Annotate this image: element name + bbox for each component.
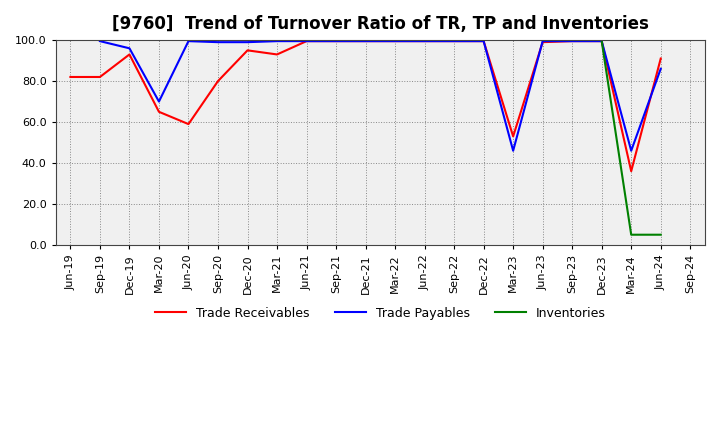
Trade Payables — [125, 46, 134, 51]
Trade Payables — [273, 38, 282, 44]
Line: Trade Receivables: Trade Receivables — [71, 41, 661, 171]
Trade Receivables — [214, 78, 222, 84]
Trade Payables — [568, 38, 577, 44]
Trade Receivables — [273, 52, 282, 57]
Trade Receivables — [361, 38, 370, 44]
Trade Receivables — [96, 74, 104, 80]
Trade Receivables — [184, 121, 193, 127]
Trade Receivables — [391, 38, 400, 44]
Trade Payables — [302, 38, 311, 44]
Trade Receivables — [243, 48, 252, 53]
Trade Receivables — [155, 109, 163, 114]
Trade Receivables — [657, 56, 665, 61]
Trade Receivables — [598, 38, 606, 44]
Trade Payables — [184, 38, 193, 44]
Trade Payables — [598, 38, 606, 44]
Trade Receivables — [450, 38, 459, 44]
Title: [9760]  Trend of Turnover Ratio of TR, TP and Inventories: [9760] Trend of Turnover Ratio of TR, TP… — [112, 15, 649, 33]
Inventories — [657, 232, 665, 237]
Trade Payables — [539, 38, 547, 44]
Trade Receivables — [539, 40, 547, 45]
Trade Receivables — [125, 52, 134, 57]
Inventories — [598, 38, 606, 44]
Trade Payables — [96, 38, 104, 44]
Legend: Trade Receivables, Trade Payables, Inventories: Trade Receivables, Trade Payables, Inven… — [150, 302, 611, 325]
Inventories — [627, 232, 636, 237]
Trade Receivables — [420, 38, 429, 44]
Trade Payables — [361, 38, 370, 44]
Trade Receivables — [480, 38, 488, 44]
Trade Payables — [155, 99, 163, 104]
Trade Receivables — [332, 38, 341, 44]
Trade Payables — [657, 66, 665, 71]
Trade Payables — [509, 148, 518, 154]
Line: Inventories: Inventories — [602, 41, 661, 235]
Trade Receivables — [302, 38, 311, 44]
Trade Payables — [214, 40, 222, 45]
Trade Payables — [332, 38, 341, 44]
Trade Payables — [420, 38, 429, 44]
Trade Payables — [391, 38, 400, 44]
Trade Payables — [450, 38, 459, 44]
Trade Payables — [243, 40, 252, 45]
Trade Receivables — [568, 38, 577, 44]
Trade Receivables — [66, 74, 75, 80]
Trade Receivables — [627, 169, 636, 174]
Line: Trade Payables: Trade Payables — [100, 41, 661, 151]
Trade Receivables — [509, 134, 518, 139]
Trade Payables — [480, 38, 488, 44]
Trade Payables — [627, 148, 636, 154]
